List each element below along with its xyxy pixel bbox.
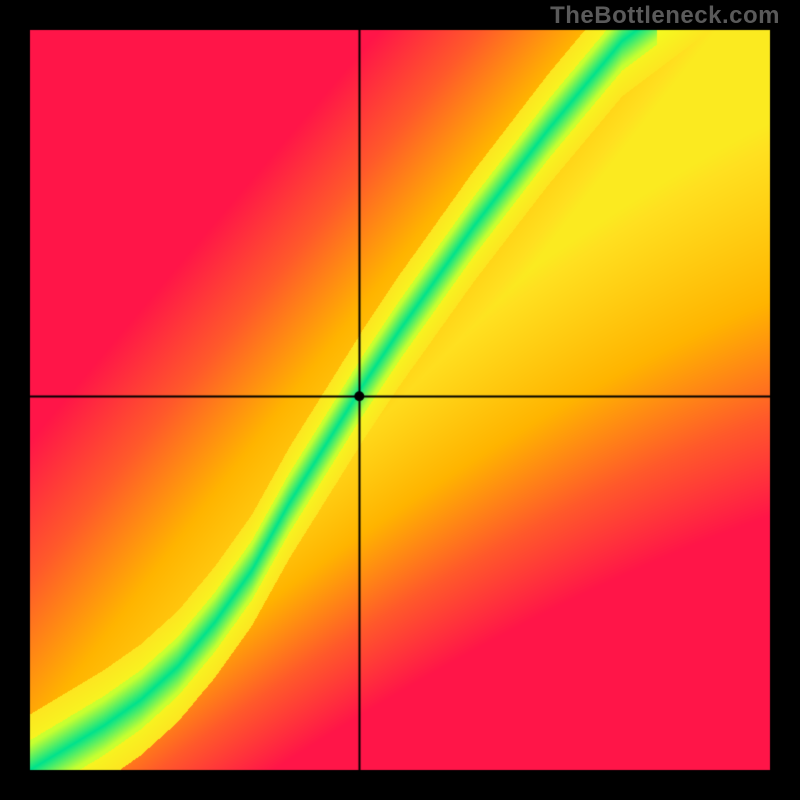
heatmap-canvas (0, 0, 800, 800)
watermark-text: TheBottleneck.com (550, 2, 780, 30)
chart-figure: TheBottleneck.com (0, 0, 800, 800)
